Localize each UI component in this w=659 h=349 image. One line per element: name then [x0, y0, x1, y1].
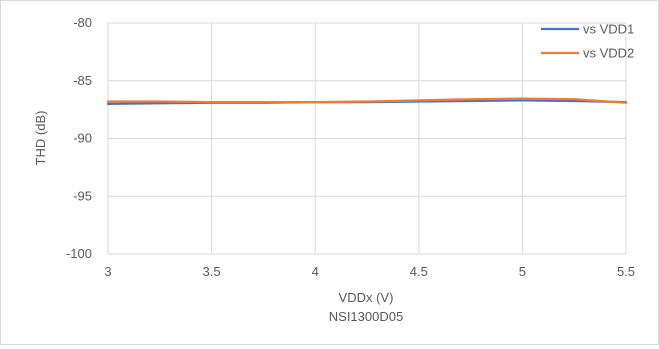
grid-layer	[107, 22, 627, 255]
y-tick-label: -85	[73, 73, 92, 88]
x-tick-label: 3	[104, 264, 111, 279]
x-tick-label: 4.5	[410, 264, 428, 279]
legend: vs VDD1 vs VDD2	[541, 22, 634, 61]
thd-line-chart: -80 -85 -90 -95 -100 3 3.5 4 4.5 5 5.5 THD (dB) V…	[33, 15, 635, 324]
y-axis-label: THD (dB)	[33, 111, 48, 166]
x-tick-label: 4	[312, 264, 319, 279]
legend-label-1: vs VDD1	[583, 22, 634, 37]
y-tick-labels: -80 -85 -90 -95 -100	[66, 15, 92, 261]
legend-label-2: vs VDD2	[583, 46, 634, 61]
series-line-2	[106, 97, 628, 104]
x-axis-label: VDDx (V)	[339, 290, 394, 305]
x-tick-label: 5	[519, 264, 526, 279]
y-tick-label: -90	[73, 131, 92, 146]
y-tick-label: -95	[73, 188, 92, 203]
series-layer	[106, 97, 628, 105]
y-tick-label: -100	[66, 246, 92, 261]
chart-subtitle: NSI1300D05	[329, 309, 403, 324]
x-tick-label: 3.5	[203, 264, 221, 279]
x-tick-labels: 3 3.5 4 4.5 5 5.5	[104, 264, 635, 279]
y-tick-label: -80	[73, 15, 92, 30]
x-tick-label: 5.5	[617, 264, 635, 279]
